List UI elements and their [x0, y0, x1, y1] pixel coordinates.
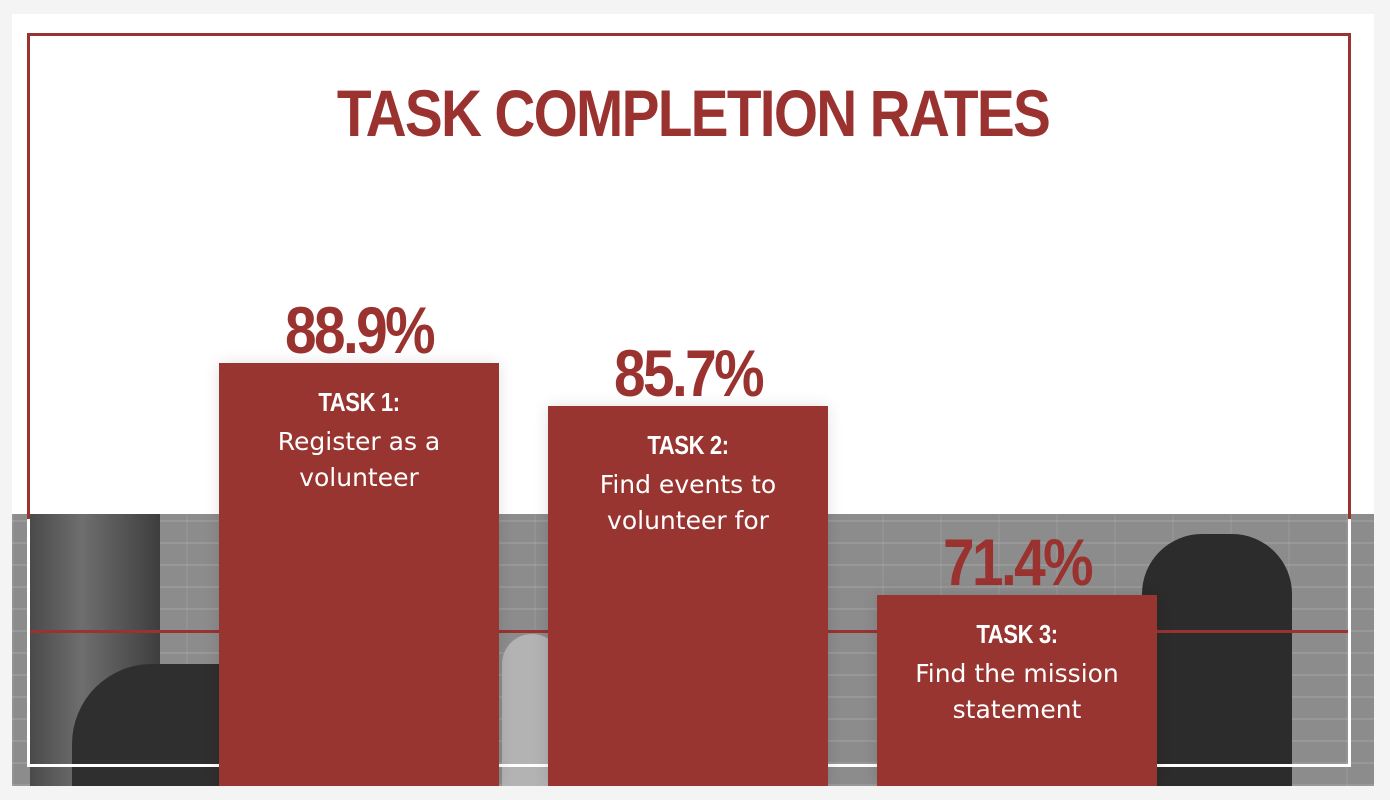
- bar-description: Find events to volunteer for: [599, 470, 777, 535]
- bar-value-label: 85.7%: [613, 336, 765, 410]
- bar-value-label: 71.4%: [942, 525, 1094, 599]
- bar-category-label: TASK 2:: [647, 430, 729, 460]
- page-title: TASK COMPLETION RATES: [336, 76, 1051, 150]
- bar-value-label: 88.9%: [284, 293, 436, 367]
- bar: TASK 3: Find the mission statement: [877, 595, 1157, 786]
- person-shirt: [1142, 534, 1292, 786]
- slide: TASK COMPLETION RATES 88.9% TASK 1: Regist…: [12, 14, 1374, 786]
- bar-category-label: TASK 1:: [318, 387, 400, 417]
- bar-category-label: TASK 3:: [976, 619, 1058, 649]
- bar-description: Find the mission statement: [915, 659, 1119, 724]
- bar-description: Register as a volunteer: [277, 427, 441, 492]
- bar: TASK 1: Register as a volunteer: [219, 363, 499, 786]
- bar: TASK 2: Find events to volunteer for: [548, 406, 828, 786]
